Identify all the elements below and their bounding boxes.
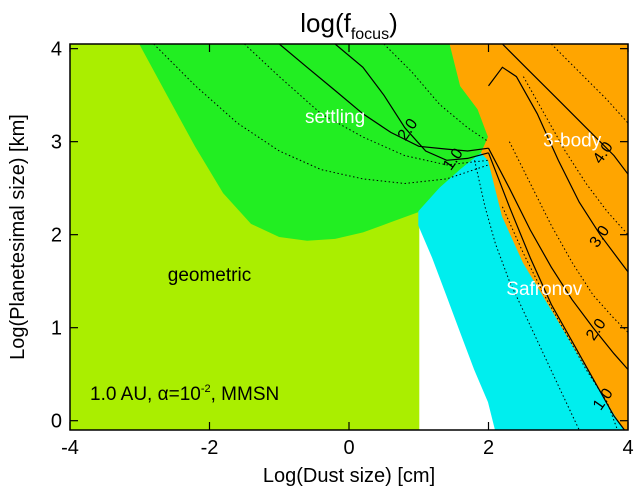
region-label-safronov: Safronov xyxy=(506,279,583,300)
contour-line-3 xyxy=(244,44,489,166)
chart-title: log(ffocus) xyxy=(300,8,398,43)
y-tick-label: 2 xyxy=(51,225,62,247)
y-tick-label: 0 xyxy=(51,411,62,433)
y-axis-label: Log(Planetesimal size) [km] xyxy=(7,114,29,360)
contour-line-8 xyxy=(487,147,628,370)
contour-line-2 xyxy=(153,44,489,185)
contour-line-7 xyxy=(488,66,628,273)
contour-lines xyxy=(153,44,628,430)
y-tick-label: 4 xyxy=(51,39,62,61)
x-tick-label: -4 xyxy=(61,437,79,459)
region-label-3-body: 3-body xyxy=(543,130,602,151)
contour-line-11 xyxy=(522,76,628,236)
regions-layer xyxy=(70,44,628,430)
contour-line-9 xyxy=(487,152,625,430)
region-label-geometric: geometric xyxy=(168,265,251,286)
annotation-exponent: -2 xyxy=(201,383,211,395)
region-labels: geometric settling Safronov 3-body xyxy=(168,107,602,300)
region-3-body xyxy=(449,44,628,430)
y-tick-label: 1 xyxy=(51,318,62,340)
contour-line-13 xyxy=(501,206,618,430)
chart-title-subscript: focus xyxy=(351,26,389,43)
x-tick-label: 0 xyxy=(343,437,354,459)
x-tick-label: 4 xyxy=(622,437,633,459)
x-tick-label: -2 xyxy=(201,437,219,459)
contour-line-0 xyxy=(278,44,489,152)
x-axis-label: Log(Dust size) [cm] xyxy=(263,465,435,487)
y-tick-label: 3 xyxy=(51,132,62,154)
contour-line-12 xyxy=(508,141,628,333)
region-label-settling: settling xyxy=(305,107,365,128)
contour-line-1 xyxy=(334,44,489,161)
annotation-text: 1.0 AU, α=10-2, MMSN xyxy=(90,383,279,405)
axis-ticks: -4 -2 0 2 4 0 1 2 3 4 xyxy=(51,39,634,459)
contour-line-6 xyxy=(501,44,628,175)
x-tick-label: 2 xyxy=(483,437,494,459)
